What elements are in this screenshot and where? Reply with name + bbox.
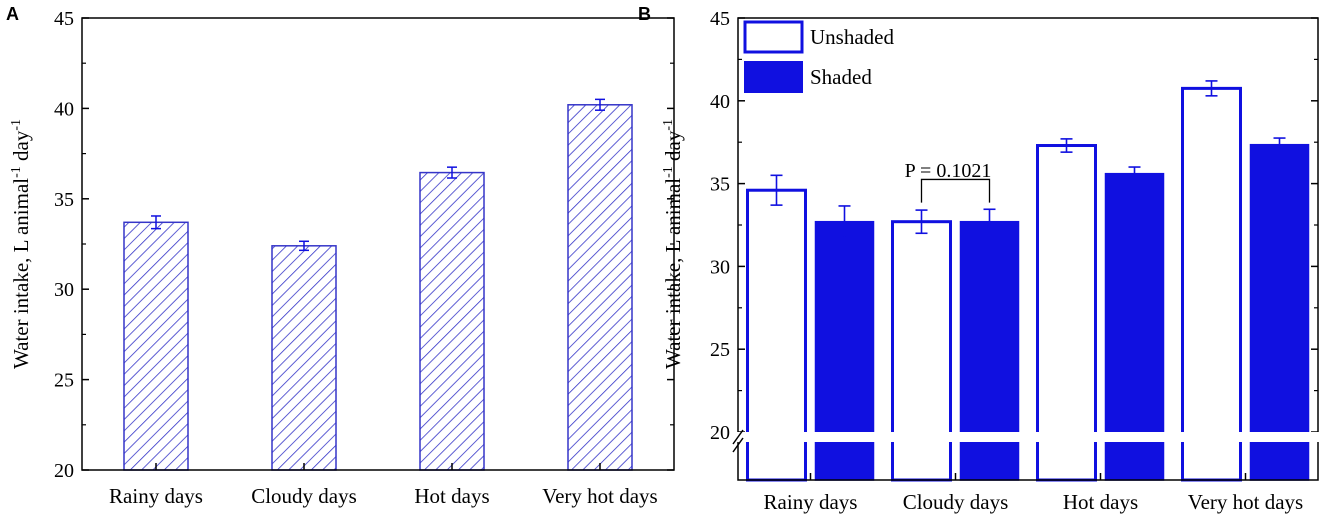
y-tick-label: 25 <box>710 339 730 361</box>
y-tick-label: 35 <box>54 189 74 211</box>
bar-a <box>124 222 188 470</box>
p-value-bracket <box>922 179 990 202</box>
chart-panel-b: 20 25 30 35 40 45 Rainy days Cloudy days Hot da… <box>661 8 1321 514</box>
bar-shaded <box>1251 145 1309 480</box>
x-category-label-a: Hot days <box>414 484 489 508</box>
x-category-label-b: Cloudy days <box>903 490 1009 514</box>
bar-a <box>420 173 484 470</box>
legend: Unshaded Shaded <box>745 22 894 92</box>
y-tick-label: 45 <box>54 8 74 30</box>
bars-a <box>124 99 632 470</box>
bars-b <box>748 81 1309 480</box>
panel-label-a: A <box>6 4 19 24</box>
y-tick-label: 30 <box>54 279 74 301</box>
y-tick-label: 35 <box>710 174 730 196</box>
y-tick-label: 45 <box>710 8 730 30</box>
y-tick-label: 25 <box>54 370 74 392</box>
figure: A B 20 25 30 35 40 45 Rainy days Cloudy days Ho… <box>0 0 1325 518</box>
chart-panel-a: 20 25 30 35 40 45 Rainy days Cloudy days Hot da… <box>9 8 674 508</box>
y-tick-label: 20 <box>710 422 730 444</box>
y-tick-label: 40 <box>710 91 730 113</box>
panel-label-b: B <box>638 4 651 24</box>
x-category-label-a: Rainy days <box>109 484 203 508</box>
y-axis-title-b: Water intake, L animal-1 day-1 <box>661 119 685 369</box>
bar-unshaded <box>1038 146 1096 480</box>
legend-label-shaded: Shaded <box>810 65 872 89</box>
x-category-label-b: Hot days <box>1063 490 1138 514</box>
p-value-annotation: P = 0.1021 <box>905 160 992 203</box>
p-value-label: P = 0.1021 <box>905 160 992 182</box>
x-category-label-b: Rainy days <box>764 490 858 514</box>
x-category-label-b: Very hot days <box>1188 490 1303 514</box>
x-category-label-a: Cloudy days <box>251 484 357 508</box>
y-tick-label: 40 <box>54 98 74 120</box>
legend-label-unshaded: Unshaded <box>810 25 894 49</box>
legend-swatch-unshaded <box>745 22 802 52</box>
bar-a <box>568 105 632 470</box>
bar-a <box>272 246 336 470</box>
y-tick-label: 30 <box>710 256 730 278</box>
y-axis-title-a: Water intake, L animal-1 day-1 <box>9 119 33 369</box>
y-tick-label: 20 <box>54 460 74 482</box>
x-category-label-a: Very hot days <box>542 484 657 508</box>
legend-swatch-shaded <box>745 62 802 92</box>
bar-unshaded <box>1183 88 1241 480</box>
